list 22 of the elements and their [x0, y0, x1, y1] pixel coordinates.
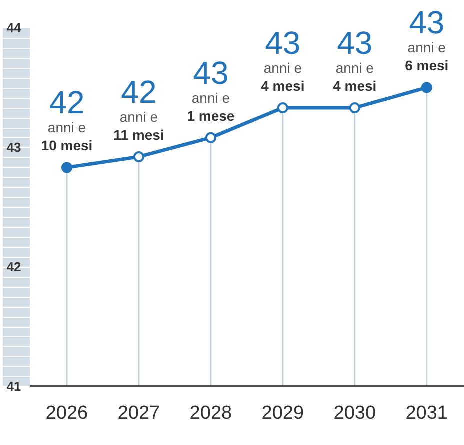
y-tick-label: 43 [6, 140, 22, 155]
y-tick-label: 42 [6, 259, 22, 274]
point [62, 162, 72, 174]
annotation: 43 anni e 6 mesi [405, 4, 449, 74]
x-tick-label: 2027 [118, 402, 160, 424]
point [277, 102, 288, 114]
x-tick-label: 2030 [334, 402, 376, 424]
point [205, 132, 216, 144]
point [421, 82, 432, 94]
point [133, 151, 144, 162]
annotation: 43 anni e 1 mese [187, 54, 235, 124]
annotation: 43 anni e 4 mesi [333, 25, 377, 94]
x-tick-label: 2028 [190, 402, 232, 424]
point [349, 102, 360, 114]
annotation: 43 anni e 4 mesi [261, 25, 305, 94]
y-tick-label: 41 [6, 378, 22, 394]
x-tick-label: 2029 [262, 402, 304, 424]
x-tick-label: 2026 [46, 402, 88, 424]
y-tick-label: 44 [6, 20, 22, 36]
annotation: 42 anni e 10 mesi [41, 84, 93, 154]
x-tick-label: 2031 [406, 402, 448, 424]
annotation: 42 anni e 11 mesi [114, 74, 164, 143]
